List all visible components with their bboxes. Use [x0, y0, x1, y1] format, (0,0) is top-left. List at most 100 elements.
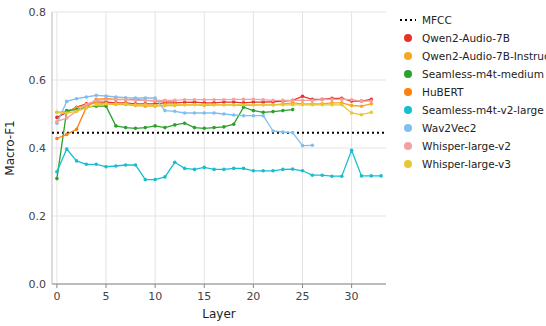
point — [261, 169, 265, 173]
series-line — [57, 99, 175, 139]
point — [144, 99, 148, 103]
point — [85, 163, 89, 167]
legend-swatch — [404, 70, 412, 78]
y-grid-line — [52, 80, 386, 81]
x-tick-label: 30 — [345, 290, 359, 303]
x-tick — [253, 284, 254, 288]
point — [360, 174, 364, 178]
point — [330, 174, 334, 178]
point — [301, 95, 305, 99]
point — [271, 169, 275, 173]
grid — [52, 12, 386, 284]
legend-label: Whisper-large-v2 — [422, 140, 511, 152]
point — [261, 103, 265, 107]
point — [242, 103, 246, 107]
point — [163, 104, 167, 108]
point — [163, 175, 167, 179]
x-tick-label: 10 — [148, 290, 162, 303]
legend-swatch — [404, 88, 412, 96]
point — [85, 95, 89, 99]
y-grid-line — [52, 216, 386, 217]
point — [104, 94, 108, 98]
point — [311, 143, 315, 147]
point — [104, 98, 108, 102]
point — [291, 108, 295, 112]
point — [271, 129, 275, 133]
point — [94, 103, 98, 107]
point — [360, 99, 364, 103]
point — [281, 103, 285, 107]
legend-swatch — [404, 52, 412, 60]
point — [104, 165, 108, 169]
point — [252, 98, 256, 102]
point — [252, 169, 256, 173]
x-grid-line — [56, 12, 57, 284]
point — [202, 126, 206, 130]
x-tick — [351, 284, 352, 288]
chart: 0.00.20.40.60.8051015202530LayerMacro-F1… — [0, 0, 546, 326]
x-tick-label: 25 — [296, 290, 310, 303]
point — [222, 98, 226, 102]
legend: MFCCQwen2-Audio-7BQwen2-Audio-7B-Instruc… — [400, 14, 546, 170]
point — [65, 116, 69, 120]
point — [242, 114, 246, 118]
point — [75, 128, 79, 132]
y-grid-line — [52, 148, 386, 149]
point — [369, 111, 373, 115]
point — [320, 98, 324, 102]
point — [114, 103, 118, 107]
point — [114, 124, 118, 128]
point — [291, 131, 295, 135]
legend-label: HuBERT — [422, 86, 464, 98]
y-tick-label: 0.8 — [29, 6, 47, 19]
point — [301, 144, 305, 148]
point — [173, 99, 177, 103]
point — [114, 164, 118, 168]
point — [350, 149, 354, 153]
point — [340, 174, 344, 178]
point — [242, 98, 246, 102]
legend-label: Seamless-m4t-medium — [422, 68, 544, 80]
y-axis-line — [52, 12, 53, 284]
x-axis-label: Layer — [202, 307, 236, 321]
point — [212, 98, 216, 102]
point — [65, 147, 69, 151]
point — [271, 103, 275, 107]
point — [222, 103, 226, 107]
point — [153, 104, 157, 108]
x-grid-line — [106, 12, 107, 284]
point — [134, 103, 138, 107]
point — [163, 109, 167, 113]
y-tick-label: 0.2 — [29, 210, 47, 223]
y-axis-label: Macro-F1 — [3, 120, 17, 175]
point — [65, 111, 69, 115]
point — [85, 106, 89, 110]
y-tick-label: 0.0 — [29, 278, 47, 291]
point — [311, 173, 315, 177]
point — [330, 103, 334, 107]
point — [360, 104, 364, 108]
legend-swatch — [404, 34, 412, 42]
point — [55, 137, 59, 141]
point — [173, 109, 177, 113]
point — [173, 103, 177, 107]
series-line — [57, 106, 293, 178]
point — [301, 99, 305, 103]
point — [144, 126, 148, 130]
point — [55, 177, 59, 181]
point — [153, 99, 157, 103]
point — [360, 99, 364, 103]
point — [183, 103, 187, 107]
series — [55, 98, 373, 124]
x-tick — [106, 284, 107, 288]
point — [202, 111, 206, 115]
point — [124, 126, 128, 130]
point — [232, 167, 236, 171]
point — [163, 126, 167, 130]
point — [261, 98, 265, 102]
point — [350, 104, 354, 108]
point — [291, 99, 295, 103]
series — [55, 95, 373, 120]
point — [222, 125, 226, 129]
point — [222, 112, 226, 116]
